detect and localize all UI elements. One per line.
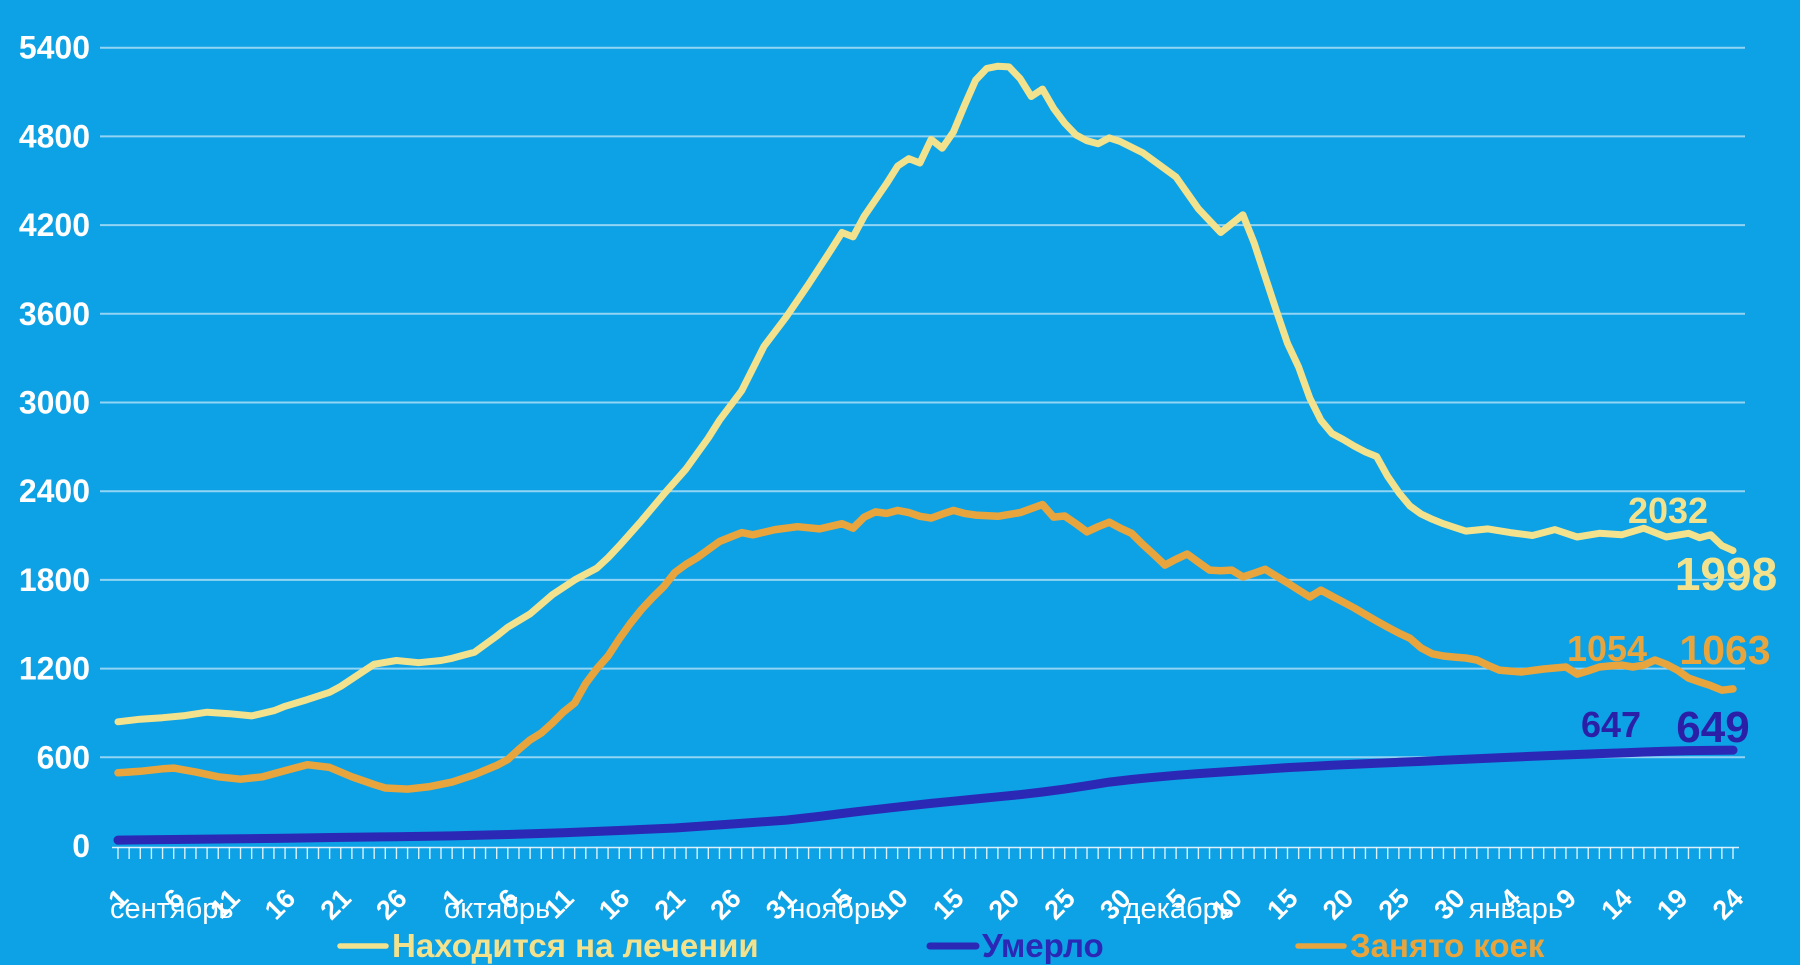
legend-label: Находится на лечении <box>392 927 759 964</box>
y-tick-label: 1800 <box>19 562 90 598</box>
y-tick-label: 3600 <box>19 296 90 332</box>
y-tick-label: 4200 <box>19 207 90 243</box>
month-label: октябрь <box>444 893 550 925</box>
series-line <box>114 62 1737 726</box>
data-label: 1998 <box>1675 548 1777 600</box>
y-tick-label: 3000 <box>19 385 90 421</box>
series-line <box>114 500 1737 793</box>
month-label: январь <box>1469 893 1563 925</box>
data-label: 649 <box>1676 703 1749 752</box>
y-tick-label: 5400 <box>19 30 90 66</box>
data-label: 647 <box>1581 704 1641 745</box>
series-line <box>113 745 1738 845</box>
month-label: сентябрь <box>110 893 233 925</box>
y-tick-label: 1200 <box>19 651 90 687</box>
legend-label: Занято коек <box>1350 927 1545 964</box>
data-label: 1063 <box>1679 627 1770 673</box>
month-label: декабрь <box>1124 893 1234 925</box>
data-label: 2032 <box>1628 490 1708 531</box>
y-tick-label: 4800 <box>19 118 90 154</box>
y-tick-label: 0 <box>72 828 90 864</box>
y-tick-label: 600 <box>37 739 90 775</box>
month-label: ноябрь <box>789 893 885 925</box>
data-label: 1054 <box>1567 628 1647 669</box>
legend-label: Умерло <box>982 927 1104 964</box>
y-tick-label: 2400 <box>19 473 90 509</box>
